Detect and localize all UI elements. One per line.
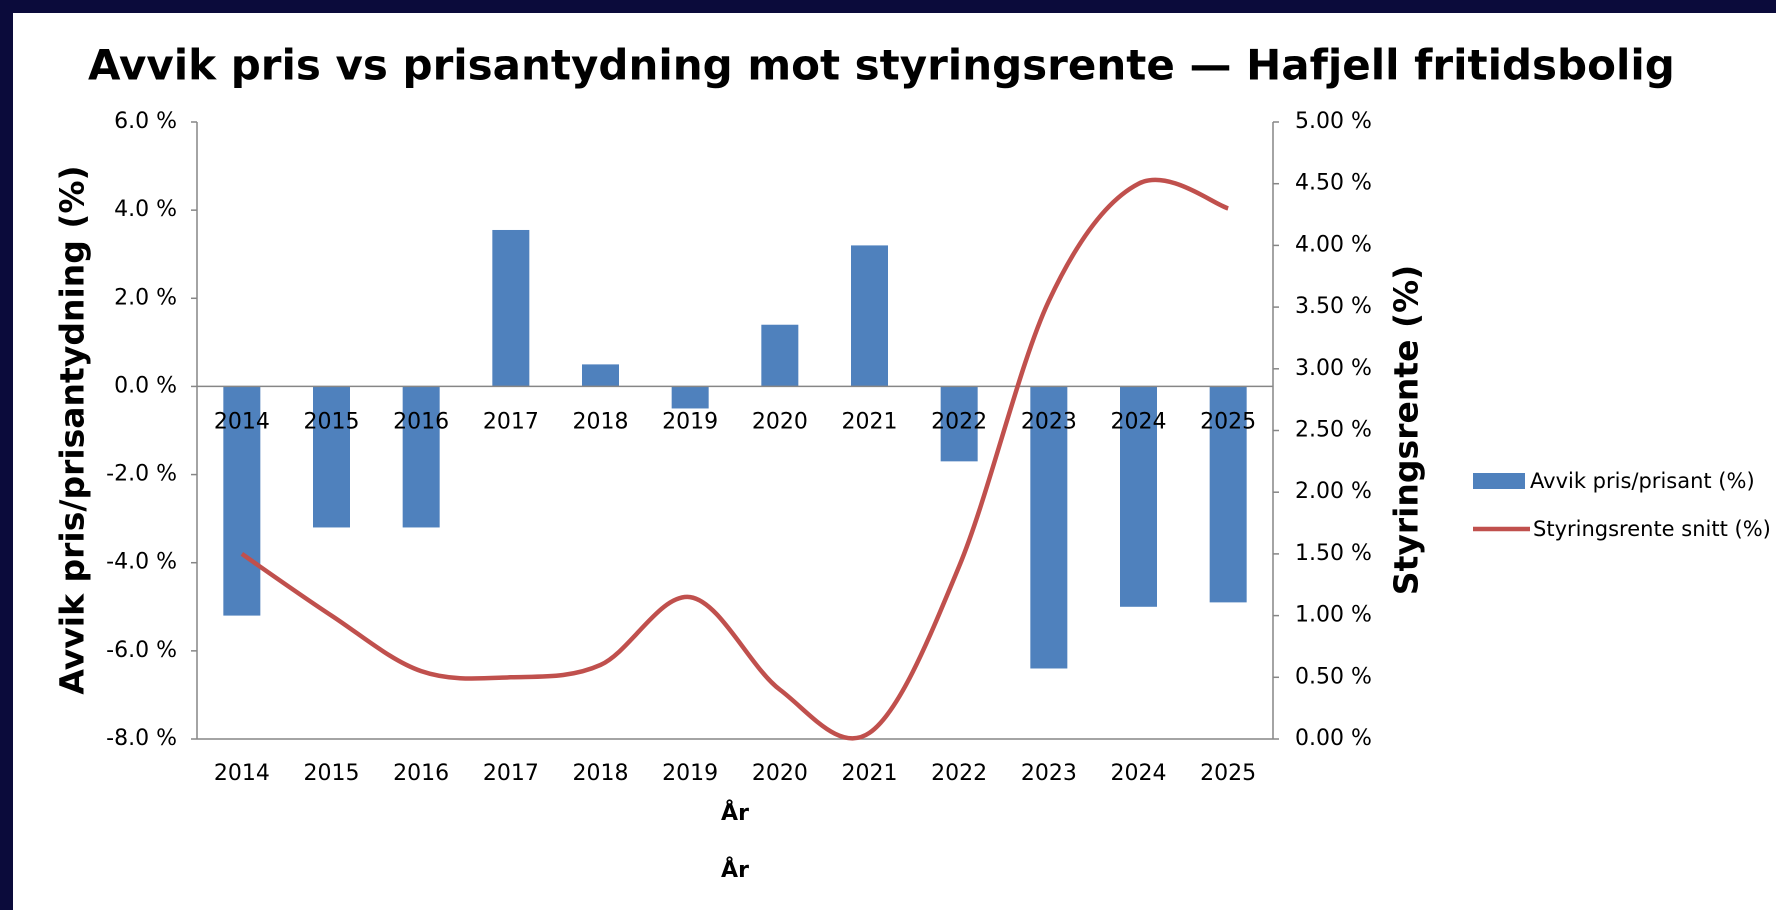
legend-label: Styringsrente snitt (%) xyxy=(1533,517,1771,541)
x-tick-label: 2019 xyxy=(662,761,718,786)
bar xyxy=(313,386,350,528)
x-axis-label: År xyxy=(721,857,749,883)
y2-axis-label: Styringsrente (%) xyxy=(1387,265,1426,595)
x-tick-label: 2016 xyxy=(393,409,449,434)
bar xyxy=(402,386,440,528)
y2-tick-label: 0.00 % xyxy=(1295,726,1372,751)
y2-tick-label: 4.50 % xyxy=(1295,171,1372,196)
y-tick-label: -6.0 % xyxy=(106,638,177,663)
y2-tick-label: 4.00 % xyxy=(1295,232,1372,257)
x-axis-label: År xyxy=(721,800,749,826)
bar xyxy=(671,386,709,409)
x-tick-label: 2025 xyxy=(1200,409,1256,434)
y-tick-label: 0.0 % xyxy=(114,373,177,398)
legend-swatch xyxy=(1473,473,1525,489)
bar xyxy=(223,386,261,616)
y-tick-label: 6.0 % xyxy=(114,109,177,134)
y-tick-label: -2.0 % xyxy=(106,462,177,487)
x-tick-label: 2015 xyxy=(304,409,360,434)
y2-tick-label: 5.00 % xyxy=(1295,109,1372,134)
x-tick-label: 2014 xyxy=(214,761,270,786)
chart-area xyxy=(13,13,1776,910)
bar xyxy=(1209,386,1247,603)
bar xyxy=(940,386,978,462)
x-tick-label: 2023 xyxy=(1021,409,1077,434)
x-tick-label: 2015 xyxy=(304,761,360,786)
x-tick-label: 2016 xyxy=(393,761,449,786)
chart-title: Avvik pris vs prisantydning mot styrings… xyxy=(88,41,1675,90)
x-tick-label: 2020 xyxy=(752,409,808,434)
x-tick-label: 2019 xyxy=(662,409,718,434)
y2-tick-label: 3.00 % xyxy=(1295,356,1372,381)
x-tick-label: 2020 xyxy=(752,761,808,786)
y2-tick-label: 0.50 % xyxy=(1295,664,1372,689)
y-tick-label: -4.0 % xyxy=(106,550,177,575)
x-tick-label: 2021 xyxy=(842,409,898,434)
legend-label: Avvik pris/prisant (%) xyxy=(1530,469,1755,493)
y-tick-label: -8.0 % xyxy=(106,726,177,751)
y-axis-label: Avvik pris/prisantydning (%) xyxy=(53,165,92,694)
x-tick-label: 2014 xyxy=(214,409,270,434)
bar xyxy=(582,364,619,387)
x-tick-label: 2018 xyxy=(573,409,629,434)
y-tick-label: 4.0 % xyxy=(114,197,177,222)
x-tick-label: 2022 xyxy=(931,761,987,786)
bar xyxy=(761,324,799,387)
x-tick-label: 2017 xyxy=(483,409,539,434)
x-tick-label: 2022 xyxy=(931,409,987,434)
bar xyxy=(1030,386,1068,669)
x-tick-label: 2024 xyxy=(1111,761,1167,786)
x-tick-label: 2023 xyxy=(1021,761,1077,786)
bar xyxy=(492,229,530,387)
y2-tick-label: 3.50 % xyxy=(1295,294,1372,319)
line xyxy=(240,177,1229,741)
x-tick-label: 2025 xyxy=(1200,761,1256,786)
y2-tick-label: 1.00 % xyxy=(1295,603,1372,628)
y2-tick-label: 2.00 % xyxy=(1295,479,1372,504)
x-tick-label: 2018 xyxy=(573,761,629,786)
x-tick-label: 2021 xyxy=(842,761,898,786)
y2-tick-label: 1.50 % xyxy=(1295,541,1372,566)
x-tick-label: 2024 xyxy=(1111,409,1167,434)
y2-tick-label: 2.50 % xyxy=(1295,418,1372,443)
y-tick-label: 2.0 % xyxy=(114,285,177,310)
x-tick-label: 2017 xyxy=(483,761,539,786)
bar xyxy=(1120,386,1157,607)
bar xyxy=(851,245,888,387)
